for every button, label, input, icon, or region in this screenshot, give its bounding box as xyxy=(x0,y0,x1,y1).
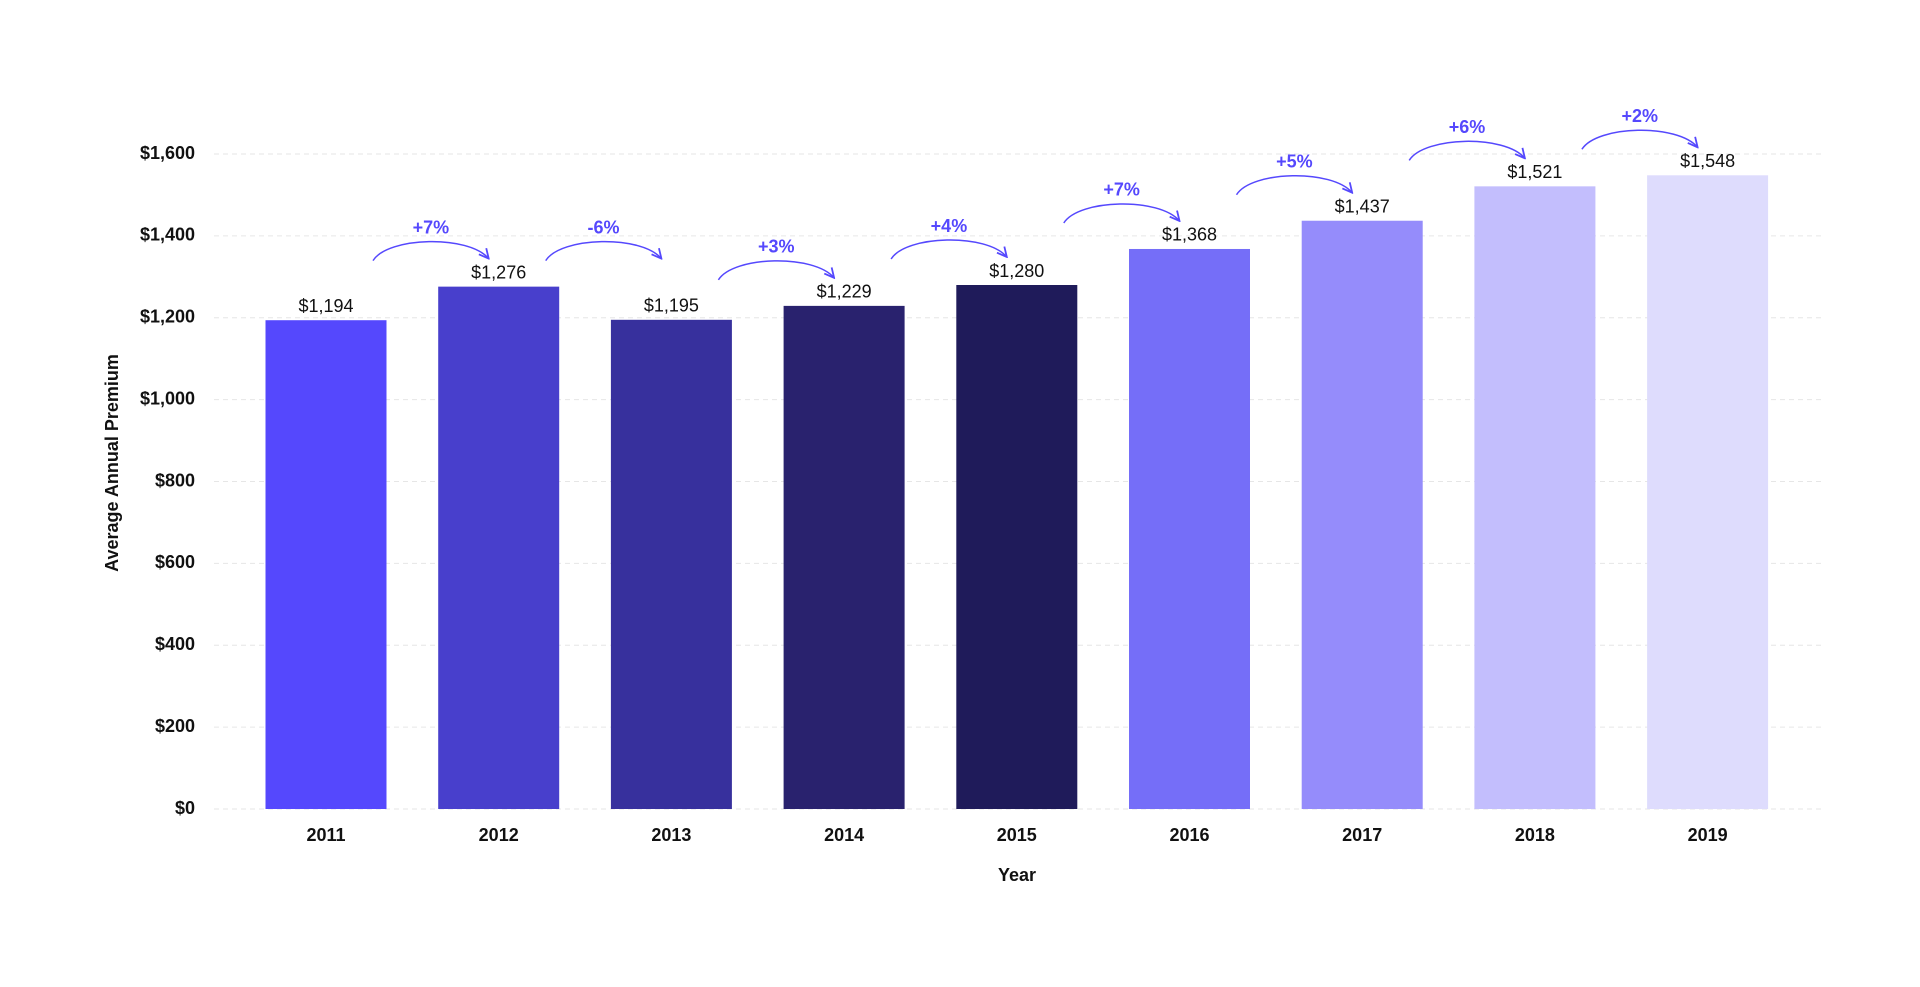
change-label: +5% xyxy=(1276,151,1313,171)
change-arrow xyxy=(717,260,834,281)
x-tick-label: 2014 xyxy=(824,825,864,845)
y-axis-title: Average Annual Premium xyxy=(102,354,122,572)
value-label: $1,195 xyxy=(644,296,699,316)
y-tick-label: $400 xyxy=(155,634,195,654)
x-tick-label: 2013 xyxy=(651,825,691,845)
value-label: $1,368 xyxy=(1162,225,1217,245)
change-label: -6% xyxy=(588,217,620,237)
change-label: +4% xyxy=(931,216,968,236)
bar xyxy=(1129,248,1250,810)
value-label: $1,280 xyxy=(989,261,1044,281)
change-arrow xyxy=(1063,203,1180,224)
change-label: +7% xyxy=(1103,180,1140,200)
x-tick-label: 2015 xyxy=(997,825,1037,845)
change-label: +2% xyxy=(1621,106,1658,126)
bar xyxy=(783,305,905,809)
change-arrow xyxy=(1581,129,1698,150)
y-tick-label: $1,200 xyxy=(140,307,195,327)
x-tick-label: 2017 xyxy=(1342,825,1382,845)
x-axis-title: Year xyxy=(998,865,1036,885)
bar xyxy=(438,286,560,809)
y-tick-label: $600 xyxy=(155,552,195,572)
x-tick-label: 2012 xyxy=(479,825,519,845)
value-label: $1,194 xyxy=(298,296,353,316)
change-arrow xyxy=(1408,140,1525,161)
value-label: $1,276 xyxy=(471,262,526,282)
change-arrow xyxy=(545,240,662,262)
bar xyxy=(956,285,1078,809)
y-tick-label: $0 xyxy=(175,798,195,818)
change-arrow xyxy=(1235,174,1353,196)
bar xyxy=(1474,186,1596,809)
bar xyxy=(265,320,387,809)
bar xyxy=(610,319,732,809)
x-tick-label: 2018 xyxy=(1515,825,1555,845)
y-tick-label: $1,400 xyxy=(140,225,195,245)
change-label: +7% xyxy=(413,217,450,237)
value-label: $1,521 xyxy=(1507,162,1562,182)
change-label: +6% xyxy=(1449,117,1486,137)
value-label: $1,548 xyxy=(1680,151,1735,171)
x-tick-label: 2016 xyxy=(1169,825,1209,845)
bar xyxy=(1647,175,1769,810)
x-tick-label: 2019 xyxy=(1688,825,1728,845)
y-tick-label: $200 xyxy=(155,716,195,736)
change-arrow xyxy=(372,240,489,262)
x-tick-label: 2011 xyxy=(306,825,345,845)
y-tick-label: $1,600 xyxy=(140,143,195,163)
bar xyxy=(1301,220,1423,809)
change-label: +3% xyxy=(758,237,795,257)
y-tick-label: $1,000 xyxy=(140,388,195,408)
y-tick-label: $800 xyxy=(155,470,195,490)
value-label: $1,437 xyxy=(1335,196,1390,216)
change-arrow xyxy=(890,239,1007,260)
value-label: $1,229 xyxy=(817,282,872,302)
